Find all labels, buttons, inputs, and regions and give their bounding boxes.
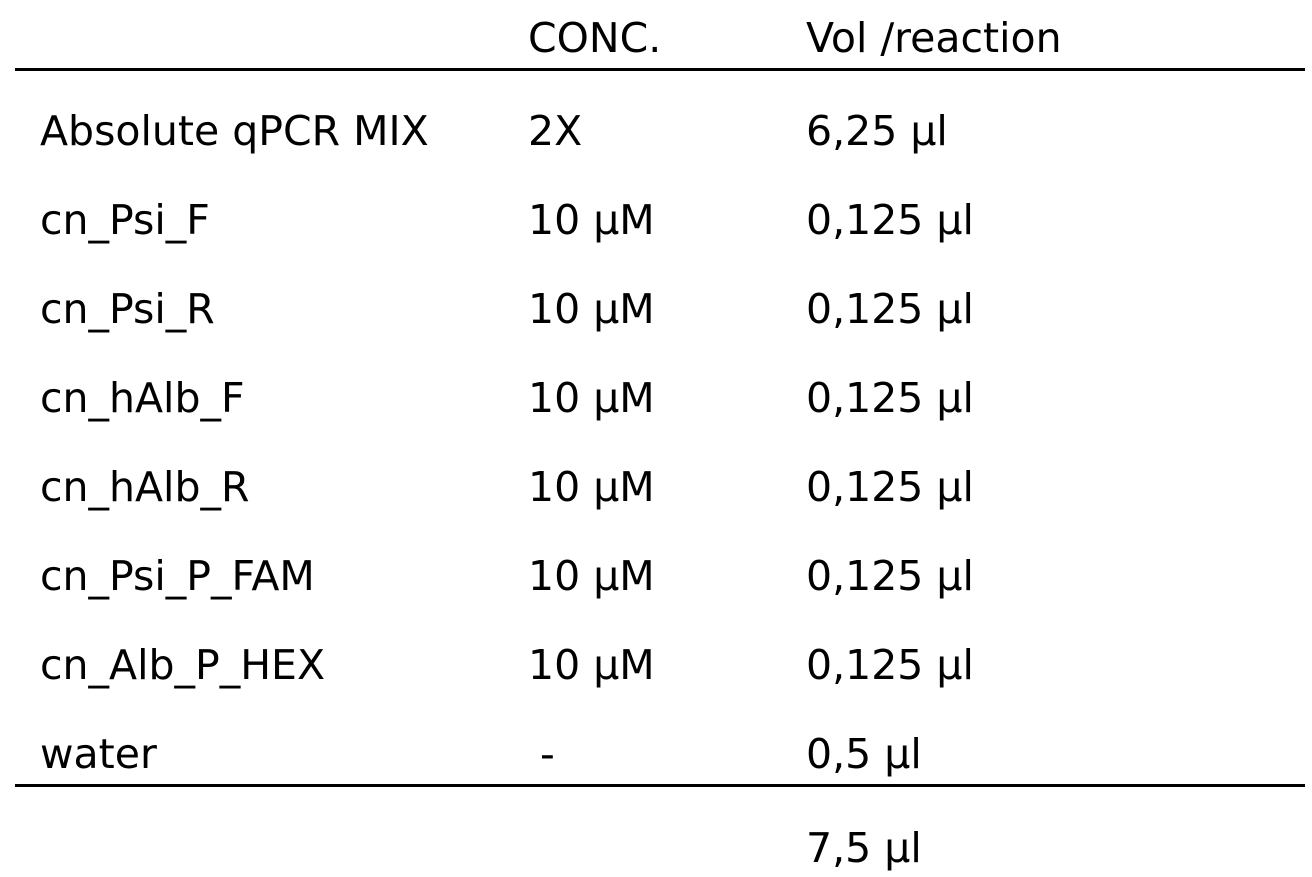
reagent-volume: 0,125 µl	[806, 641, 974, 689]
reagent-name: cn_Psi_R	[40, 285, 215, 333]
reagent-name: cn_Alb_P_HEX	[40, 641, 326, 689]
reagent-name: cn_hAlb_F	[40, 374, 245, 422]
reagent-concentration: 10 µM	[528, 374, 655, 422]
reagent-volume: 0,125 µl	[806, 552, 974, 600]
reagent-concentration: 10 µM	[528, 463, 655, 511]
reagent-concentration: 10 µM	[528, 285, 655, 333]
total-volume: 7,5 µl	[806, 824, 922, 872]
reagent-volume: 0,125 µl	[806, 374, 974, 422]
reagent-volume: 0,5 µl	[806, 730, 922, 778]
column-header-conc: CONC.	[528, 14, 662, 62]
reagent-name: Absolute qPCR MIX	[40, 107, 429, 155]
header-rule	[15, 68, 1305, 71]
column-header-vol-reaction: Vol /reaction	[806, 14, 1062, 62]
total-rule	[15, 784, 1305, 787]
reagent-name: cn_hAlb_R	[40, 463, 250, 511]
reagent-concentration: 10 µM	[528, 552, 655, 600]
reagent-volume: 0,125 µl	[806, 463, 974, 511]
reagent-concentration: 10 µM	[528, 196, 655, 244]
reagent-name: water	[40, 730, 157, 778]
reagent-concentration: -	[540, 730, 555, 778]
reagent-name: cn_Psi_P_FAM	[40, 552, 315, 600]
reagent-volume: 0,125 µl	[806, 196, 974, 244]
reagent-name: cn_Psi_F	[40, 196, 210, 244]
reagent-volume: 0,125 µl	[806, 285, 974, 333]
reagent-concentration: 2X	[528, 107, 583, 155]
reagent-volume: 6,25 µl	[806, 107, 948, 155]
reagent-concentration: 10 µM	[528, 641, 655, 689]
